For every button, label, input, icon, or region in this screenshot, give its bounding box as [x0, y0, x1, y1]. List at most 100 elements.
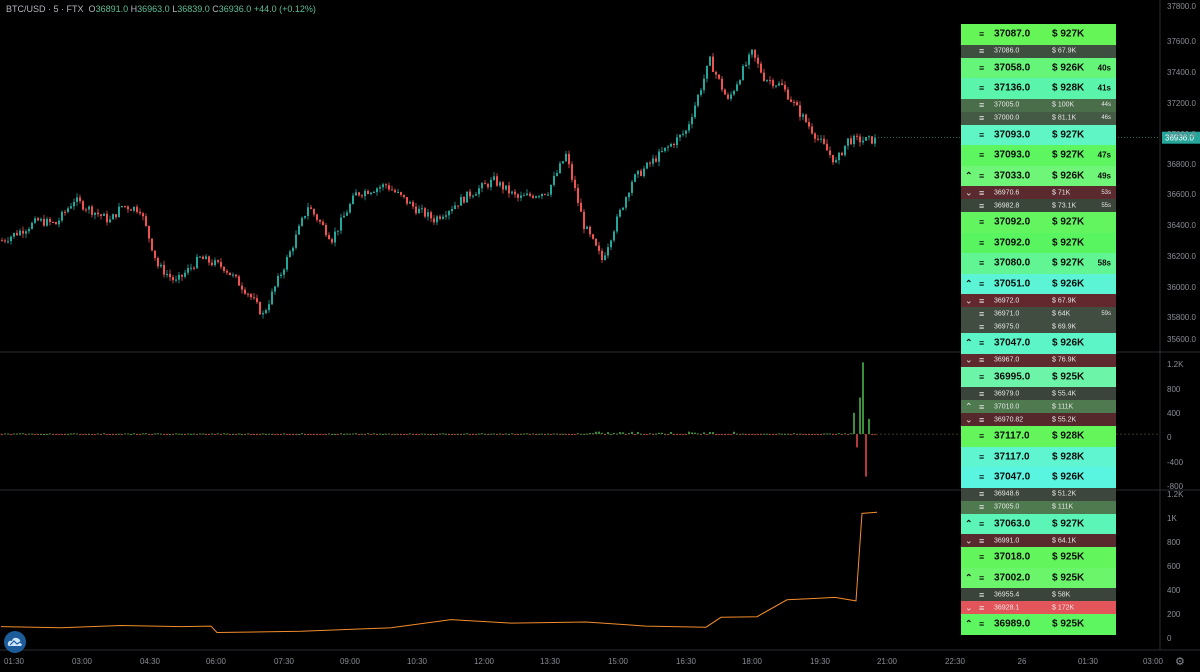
volume-bar [517, 434, 519, 436]
candle-body [781, 83, 783, 85]
candle-body [610, 240, 612, 248]
volume-bar [739, 434, 741, 436]
candle-body [568, 153, 570, 165]
volume-bar [538, 433, 540, 435]
volume-bar [316, 434, 318, 436]
trade-row: ⌄ ≡ 36970.82 $ 55.2K [961, 413, 1116, 426]
trade-amount: $ 926K [1052, 62, 1085, 74]
trade-price: 36982.8 [994, 202, 1020, 209]
volume-bar [625, 434, 627, 436]
volume-bar [343, 433, 345, 435]
trade-price: 37033.0 [994, 170, 1031, 182]
y-tick-label: 35600.0 [1167, 335, 1196, 344]
volume-bar [340, 433, 342, 435]
candle-body [586, 226, 588, 229]
x-tick-label: 15:00 [608, 657, 629, 666]
candle-body [520, 195, 522, 198]
cloud-logo-icon[interactable] [4, 631, 26, 653]
direction-arrow-icon: ⌄ [965, 535, 973, 545]
trade-amount: $ 67.9K [1052, 47, 1077, 55]
candle-body [139, 211, 141, 214]
candle-body [517, 194, 519, 198]
trade-price: 36928.1 [994, 604, 1020, 611]
exchange-icon: ≡ [979, 472, 985, 483]
candle-body [532, 195, 534, 198]
interval-label[interactable]: 5 [53, 4, 59, 14]
candle-body [31, 222, 33, 229]
volume-bar [859, 397, 861, 435]
volume-bar [481, 433, 483, 435]
volume-bar [430, 434, 432, 436]
candle-body [187, 267, 189, 273]
high-label: H [130, 4, 138, 14]
candle-body [232, 274, 234, 276]
change-value: +44.0 (+0.12%) [253, 4, 316, 14]
candle-body [769, 80, 771, 82]
trade-row: ⌄ ≡ 36970.6 $ 71K 53s [961, 186, 1116, 199]
volume-bar [253, 434, 255, 436]
symbol-name[interactable]: BTC/USD [6, 4, 46, 14]
x-tick-label: 13:30 [540, 657, 561, 666]
candle-body [556, 172, 558, 176]
volume-bar [502, 434, 504, 436]
volume-bar [292, 434, 294, 436]
candle-body [118, 206, 120, 218]
volume-bar [376, 434, 378, 436]
trade-amount: $ 55.2K [1052, 416, 1077, 423]
low-label: L [172, 4, 178, 14]
trade-amount: $ 64.1K [1052, 537, 1077, 544]
candle-body [253, 297, 255, 299]
volume-bar [637, 432, 639, 435]
volume-bar [490, 433, 492, 435]
candle-body [283, 269, 285, 275]
candle-body [91, 206, 93, 215]
trade-price: 36971.0 [994, 310, 1020, 317]
volume-bar [529, 434, 531, 436]
volume-bar [460, 434, 462, 436]
volume-bar [319, 434, 321, 436]
volume-bar [100, 434, 102, 436]
candle-body [49, 218, 51, 222]
symbol-header[interactable]: BTC/USD · 5 · FTX O36891.0 H36963.0 L368… [6, 4, 316, 14]
volume-bar [619, 432, 621, 435]
candle-body [808, 122, 810, 127]
candle-body [412, 202, 414, 207]
candle-body [643, 168, 645, 176]
candle-body [622, 207, 624, 210]
y-tick-label: 600 [1167, 562, 1181, 571]
volume-bar [184, 434, 186, 436]
direction-arrow-icon: ⌃ [965, 518, 973, 529]
volume-bar [865, 434, 867, 477]
exchange-icon: ≡ [979, 237, 985, 248]
candle-body [34, 218, 36, 223]
candle-body [70, 206, 72, 209]
candle-body [694, 105, 696, 118]
trade-price: 36970.6 [994, 189, 1020, 196]
candle-body [58, 220, 60, 225]
volume-bar [466, 433, 468, 435]
trade-price: 36979.0 [994, 390, 1020, 397]
volume-bar [574, 434, 576, 436]
volume-bar [325, 434, 327, 436]
volume-bar [592, 433, 594, 435]
trade-amount: $ 58K [1052, 591, 1071, 598]
candle-body [757, 57, 759, 64]
settings-gear-icon[interactable]: ⚙ [1175, 656, 1185, 668]
close-value: 36936.0 [218, 4, 252, 14]
candle-body [307, 207, 309, 216]
candle-body [394, 190, 396, 193]
candle-body [868, 136, 870, 138]
trade-price: 37093.0 [994, 149, 1031, 161]
direction-arrow-icon: ⌃ [965, 337, 973, 348]
volume-bar [370, 434, 372, 436]
trade-price: 37080.0 [994, 257, 1031, 269]
candle-body [1, 240, 3, 242]
y-tick-label: 37400.0 [1167, 68, 1196, 77]
volume-bar [265, 433, 267, 435]
x-tick-label: 12:00 [474, 657, 495, 666]
candle-body [349, 203, 351, 213]
volume-bar [583, 433, 585, 435]
volume-bar [448, 434, 450, 436]
volume-bar [634, 434, 636, 436]
